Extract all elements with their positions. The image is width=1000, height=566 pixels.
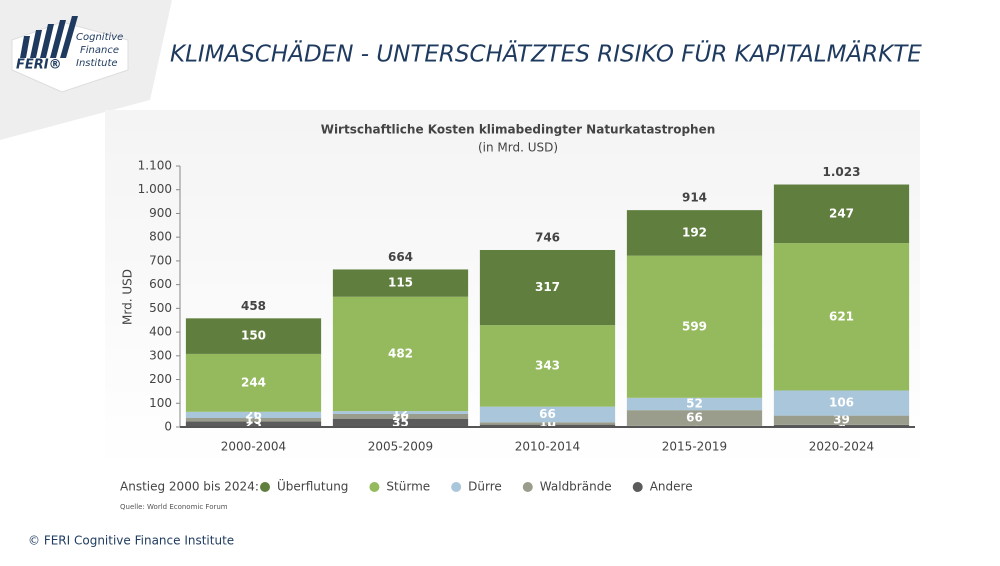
data-label: 66 (686, 410, 703, 424)
data-label: 66 (539, 407, 556, 421)
bar-segment (773, 415, 910, 425)
legend-title: Anstieg 2000 bis 2024: (120, 480, 259, 494)
bar-segment (773, 390, 910, 416)
bar-segment (773, 243, 910, 391)
legend-marker (260, 482, 270, 492)
data-label: 482 (388, 346, 413, 360)
total-label: 914 (682, 191, 707, 205)
bar-segment (479, 406, 616, 423)
bar-segment (479, 424, 616, 427)
bar-segment (773, 424, 910, 427)
footer: © FERI Cognitive Finance Institute (28, 534, 234, 548)
data-label: 247 (829, 206, 854, 220)
bar-segment (626, 255, 763, 398)
y-tick-label: 300 (149, 348, 172, 362)
data-label: 115 (388, 276, 413, 290)
y-tick-label: 200 (149, 372, 172, 386)
logo-brand: FERI® (16, 58, 62, 73)
bar-segment (185, 411, 322, 418)
bar-segment (185, 353, 322, 412)
bar-segment (626, 397, 763, 411)
legend-label: Stürme (386, 480, 430, 494)
y-tick-label: 600 (149, 277, 172, 291)
data-label: 192 (682, 225, 707, 239)
data-label: 599 (682, 319, 707, 333)
legend-label: Überflutung (277, 478, 348, 494)
legend-label: Dürre (468, 480, 502, 494)
legend-marker (632, 482, 643, 492)
bar-segment (185, 318, 322, 354)
data-label: 52 (686, 396, 703, 410)
x-tick-label: 2015-2019 (662, 440, 727, 454)
y-tick-label: 400 (149, 325, 172, 339)
data-label: 343 (535, 358, 560, 372)
x-tick-label: 2005-2009 (368, 440, 433, 454)
y-tick-label: 900 (149, 206, 172, 220)
data-label: 317 (535, 280, 560, 294)
chart-subtitle: (in Mrd. USD) (478, 141, 558, 155)
y-tick-label: 1.000 (138, 182, 172, 196)
bar-segment (479, 422, 616, 425)
total-label: 1.023 (823, 165, 861, 179)
data-label: 35 (392, 415, 409, 429)
bar-segment (185, 417, 322, 422)
logo-line: Cognitive (76, 32, 123, 43)
data-label: 150 (241, 329, 266, 343)
bar-segment (773, 184, 910, 244)
x-tick-label: 2000-2004 (221, 440, 286, 454)
x-tick-label: 2010-2014 (515, 440, 580, 454)
legend-marker (451, 482, 462, 492)
y-tick-label: 0 (164, 420, 172, 434)
bar-segment (332, 269, 469, 297)
legend-label: Andere (650, 480, 693, 494)
bar-segment (332, 411, 469, 414)
bar-segment (626, 410, 763, 426)
bar-segment (332, 296, 469, 412)
bar-segment (332, 418, 469, 427)
logo-mark (20, 16, 78, 58)
y-axis-label: Mrd. USD (121, 269, 135, 325)
data-label: 621 (829, 309, 854, 323)
total-label: 664 (388, 250, 413, 264)
data-label: 244 (241, 375, 266, 389)
bar-segment (479, 325, 616, 407)
legend-label: Waldbrände (540, 480, 612, 494)
bar-segment (185, 421, 322, 427)
y-tick-label: 100 (149, 396, 172, 410)
source: Quelle: World Economic Forum (120, 503, 228, 511)
data-label: 39 (833, 413, 850, 427)
logo-line: Finance (80, 45, 119, 56)
legend-marker (369, 482, 380, 492)
total-label: 458 (241, 299, 266, 313)
slide-title: KLIMASCHÄDEN - UNTERSCHÄTZTES RISIKO FÜR… (170, 40, 922, 68)
chart-title: Wirtschaftliche Kosten klimabedingter Na… (321, 123, 716, 137)
bar-segment (626, 210, 763, 256)
bar-segment (479, 249, 616, 326)
bar-segment (332, 413, 469, 419)
legend-marker (522, 482, 533, 492)
x-tick-label: 2020-2024 (809, 440, 874, 454)
data-label: 5 (690, 419, 698, 433)
data-label: 9 (837, 418, 845, 432)
y-tick-label: 500 (149, 301, 172, 315)
y-tick-label: 1.100 (138, 159, 172, 173)
y-tick-label: 800 (149, 230, 172, 244)
data-label: 106 (829, 396, 854, 410)
logo-line: Institute (76, 58, 118, 69)
y-tick-label: 700 (149, 253, 172, 267)
total-label: 746 (535, 230, 560, 244)
